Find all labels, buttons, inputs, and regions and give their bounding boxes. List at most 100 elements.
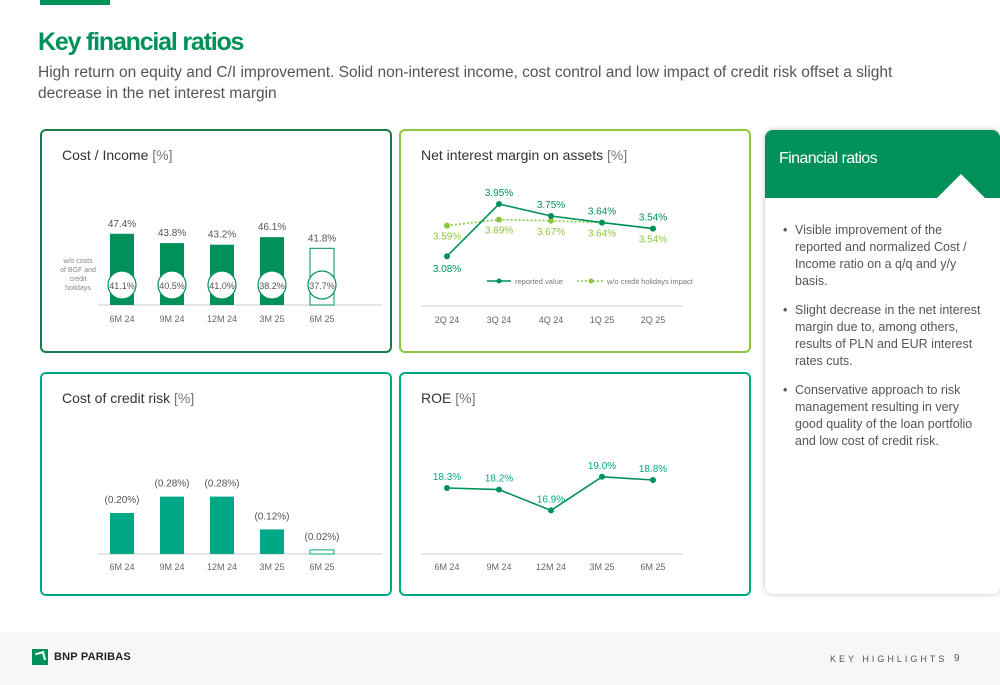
x-tick-label: 12M 24	[536, 562, 566, 572]
legend-reported-label: reported value	[515, 277, 563, 286]
panel-notch	[937, 174, 985, 198]
side-note-line: of BGF and	[60, 267, 96, 274]
roe-point	[444, 485, 450, 491]
credit-risk-title: Cost of credit risk [%]	[62, 390, 194, 406]
page-subtitle: High return on equity and C/I improvemen…	[38, 64, 893, 102]
nim-wo-label: 3.69%	[485, 226, 513, 237]
top-accent-bar	[40, 0, 110, 5]
nim-reported-point	[599, 219, 605, 226]
legend-wo-dot	[588, 278, 594, 284]
x-tick-label: 4Q 24	[539, 315, 564, 325]
nim-wo-point	[496, 216, 502, 223]
x-tick-label: 2Q 25	[641, 315, 666, 325]
normalized-value-circle	[307, 270, 337, 300]
nim-wo-point	[444, 222, 450, 229]
cost-income-side-note: w/o costs of BGF and credit holidays	[60, 258, 96, 292]
roe-title-unit: [%]	[455, 390, 476, 406]
credit-risk-bar	[160, 496, 184, 554]
nim-wo-label: 3.54%	[639, 235, 667, 246]
nim-wo-label: 3.59%	[433, 232, 461, 243]
credit-risk-card: Cost of credit risk [%] (0.20%) 6M 24 (0.2…	[40, 372, 392, 596]
roe-card: ROE [%] 18.3% 6M 24 18.2% 9M 24 16.9% 12M 24 1…	[399, 372, 751, 596]
footer-bar	[0, 632, 1000, 685]
credit-risk-bar	[210, 496, 234, 554]
cost-income-title-text: Cost / Income	[62, 147, 149, 163]
normalized-value-circle	[257, 270, 287, 300]
nim-reported-label: 3.54%	[639, 213, 667, 224]
roe-title: ROE [%]	[421, 390, 475, 406]
roe-label: 18.2%	[485, 474, 513, 485]
normalized-value-label: 41.1%	[109, 281, 135, 291]
roe-label: 18.8%	[639, 464, 667, 475]
x-tick-label: 3M 25	[259, 562, 284, 572]
nim-reported-label: 3.95%	[485, 188, 513, 199]
cost-income-title-unit: [%]	[152, 147, 173, 163]
x-tick-label: 6M 24	[109, 314, 134, 324]
roe-point	[650, 477, 656, 483]
side-note-line: w/o costs	[62, 258, 93, 265]
nim-wo-label: 3.64%	[588, 229, 616, 240]
roe-label: 16.9%	[537, 494, 565, 505]
cost-income-bar-label: 46.1%	[258, 222, 286, 233]
x-tick-label: 12M 24	[207, 562, 237, 572]
side-note-line: credit	[69, 276, 86, 283]
credit-risk-bar	[110, 513, 134, 554]
nim-reported-point	[444, 253, 450, 260]
credit-risk-bar-label: (0.12%)	[254, 511, 289, 522]
panel-bullet: Slight decrease in the net interest marg…	[783, 302, 984, 370]
roe-point	[548, 507, 554, 514]
roe-label: 18.3%	[433, 472, 461, 483]
credit-risk-bar	[309, 549, 335, 555]
credit-risk-bar-label: (0.28%)	[154, 479, 189, 490]
x-tick-label: 1Q 25	[590, 315, 615, 325]
x-tick-label: 12M 24	[207, 314, 237, 324]
credit-risk-bar-label: (0.02%)	[304, 532, 339, 543]
nim-reported-label: 3.75%	[537, 200, 565, 211]
roe-label: 19.0%	[588, 461, 616, 472]
normalized-value-circle	[157, 270, 187, 300]
cost-income-card: Cost / Income [%] w/o costs of BGF and cre…	[40, 129, 392, 353]
credit-risk-bar-label: (0.28%)	[204, 479, 239, 490]
page-number: 9	[954, 653, 960, 664]
nim-card: Net interest margin on assets [%] 3.59% 3…	[399, 129, 751, 353]
nim-reported-point	[496, 201, 502, 207]
x-tick-label: 6M 25	[309, 562, 334, 572]
legend-wo-label: w/o credit holidays impact	[606, 277, 694, 286]
cost-income-chart: w/o costs of BGF and credit holidays 47.4% 4…	[60, 219, 382, 324]
credit-risk-chart: (0.20%) 6M 24 (0.28%) 9M 24 (0.28%) 12M 24 (0.…	[98, 479, 382, 572]
cost-income-bar-label: 41.8%	[308, 233, 336, 244]
panel-header: Financial ratios	[765, 130, 1000, 198]
x-tick-label: 9M 24	[159, 562, 184, 572]
x-tick-label: 6M 25	[640, 562, 665, 572]
nim-reported-point	[650, 225, 656, 232]
x-tick-label: 6M 25	[309, 314, 334, 324]
credit-risk-title-unit: [%]	[174, 390, 195, 406]
normalized-value-circle	[107, 270, 137, 300]
nim-title-unit: [%]	[606, 147, 628, 163]
x-tick-label: 2Q 24	[435, 315, 460, 325]
x-tick-label: 3Q 24	[487, 315, 512, 325]
normalized-value-label: 38.2%	[259, 281, 285, 291]
credit-risk-bar	[260, 529, 284, 554]
logo-text: BNP PARIBAS	[54, 651, 131, 663]
nim-wo-point	[548, 217, 554, 224]
normalized-value-label: 40.5%	[159, 281, 185, 291]
credit-risk-title-text: Cost of credit risk	[62, 390, 171, 406]
cost-income-title: Cost / Income [%]	[62, 147, 173, 163]
normalized-value-label: 37.7%	[309, 281, 335, 291]
x-tick-label: 9M 24	[486, 562, 511, 572]
credit-risk-bar-label: (0.20%)	[104, 495, 139, 506]
legend-reported-dot	[496, 278, 502, 284]
cost-income-bar-label: 43.2%	[208, 230, 236, 241]
section-label: KEY HIGHLIGHTS	[830, 654, 948, 664]
roe-point	[496, 486, 502, 493]
x-tick-label: 9M 24	[159, 314, 184, 324]
panel-title: Financial ratios	[779, 150, 878, 167]
bnp-paribas-logo: BNP PARIBAS	[32, 649, 131, 665]
panel-bullet-list: Visible improvement of the reported and …	[765, 198, 1000, 450]
x-tick-label: 6M 24	[109, 562, 134, 572]
bnp-stars-icon	[32, 649, 48, 665]
nim-chart: 3.59% 3.69% 3.67% 3.64% 3.54% 3.08% 3.95% 3.75%…	[421, 188, 694, 325]
nim-title: Net interest margin on assets [%]	[421, 147, 627, 163]
roe-chart: 18.3% 6M 24 18.2% 9M 24 16.9% 12M 24 19.0% 3M 2…	[421, 461, 683, 572]
